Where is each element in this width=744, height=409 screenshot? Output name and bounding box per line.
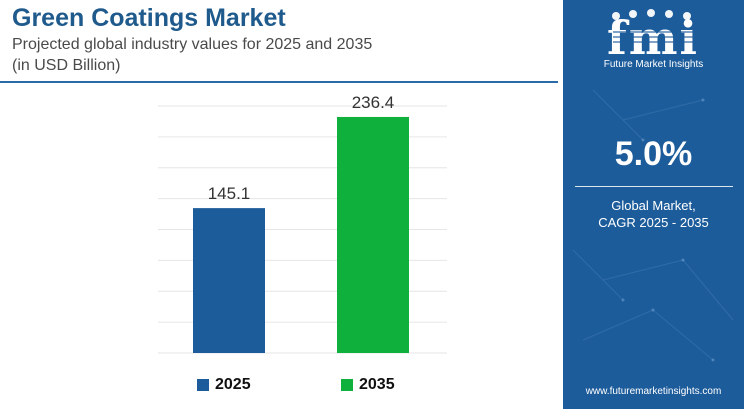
legend-swatch-2025: [197, 379, 209, 391]
data-label-2035: 236.4: [352, 93, 395, 112]
summary-panel: fmi Future Market Insights 5.0% Global M…: [563, 0, 744, 409]
panel-texture: [572, 89, 734, 362]
chart-legend: 2025 2035: [0, 376, 560, 398]
legend-item-2035: 2035: [341, 376, 395, 394]
panel-divider: [575, 186, 733, 187]
chart-title: Green Coatings Market: [12, 4, 286, 32]
chart-subtitle: Projected global industry values for 202…: [12, 36, 373, 53]
fmi-logo: fmi: [607, 9, 699, 65]
cagr-label-line1: Global Market,: [611, 198, 696, 213]
cagr-label-line2: CAGR 2025 - 2035: [598, 215, 709, 230]
fmi-logo-text: Future Market Insights: [603, 59, 704, 70]
legend-item-2025: 2025: [197, 376, 251, 394]
title-divider: [0, 81, 558, 83]
legend-label-2025: 2025: [215, 376, 251, 393]
chart-unit-label: (in USD Billion): [12, 57, 121, 74]
bar-chart-svg: 145.1 236.4: [158, 93, 447, 354]
legend-swatch-2035: [341, 379, 353, 391]
legend-label-2035: 2035: [359, 376, 395, 393]
bar-2035: [337, 116, 409, 354]
data-label-2025: 145.1: [208, 184, 251, 203]
cagr-value: 5.0%: [614, 135, 693, 173]
website-link[interactable]: www.futuremarketinsights.com: [585, 386, 722, 397]
fmi-logo-letters: fmi: [607, 11, 699, 65]
bar-2025: [193, 208, 265, 353]
bar-chart: 145.1 236.4: [158, 93, 447, 354]
